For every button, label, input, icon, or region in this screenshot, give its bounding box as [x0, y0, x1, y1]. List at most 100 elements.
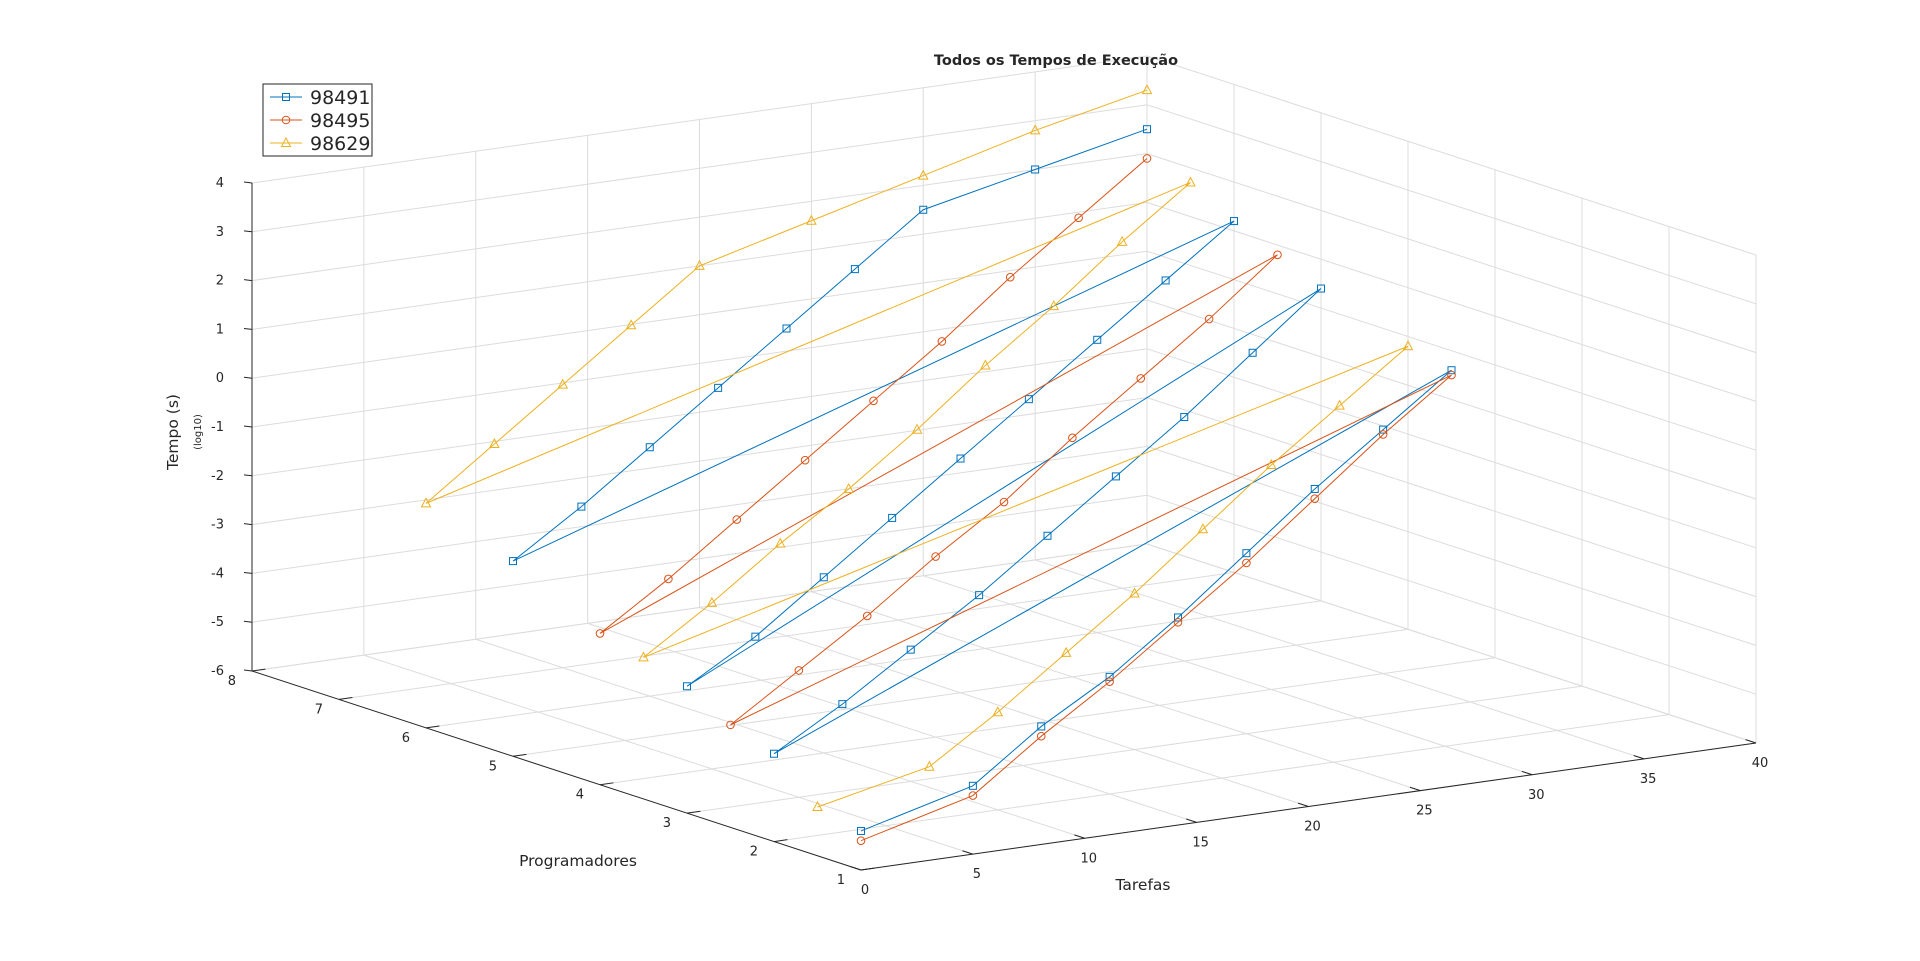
x-tick-mark	[1074, 834, 1085, 839]
series-line-98629	[425, 89, 1409, 808]
y-axis-line	[251, 670, 862, 871]
y-tick-mark	[338, 697, 353, 700]
y-tick-label: 2	[750, 845, 758, 860]
data-point-98491	[1043, 531, 1052, 540]
x-tick-mark	[1186, 818, 1197, 823]
z-tick-mark	[243, 523, 253, 526]
y-tick-label: 8	[228, 674, 236, 689]
z-tick-label: 1	[216, 322, 224, 337]
z-tick-label: -2	[211, 469, 224, 484]
back-wall-gridline	[251, 348, 1148, 477]
data-point-98491	[838, 700, 847, 709]
x-tick-label: 5	[973, 867, 981, 882]
y-tick-mark	[599, 782, 614, 786]
y-tick-mark	[860, 867, 875, 871]
data-point-98495	[1310, 494, 1320, 504]
y-tick-mark	[773, 839, 788, 843]
legend-item-98629: 98629	[270, 133, 370, 155]
z-tick-label: 0	[216, 371, 224, 386]
y-tick-mark	[251, 668, 266, 672]
x-tick-label: 25	[1416, 804, 1433, 819]
data-point-98495	[1105, 677, 1114, 687]
data-point-98629	[806, 214, 817, 225]
data-point-98629	[489, 437, 500, 449]
side-wall-gridline	[1146, 104, 1757, 305]
data-point-98491	[1111, 472, 1120, 481]
data-point-98495	[726, 720, 735, 730]
back-wall-gridline	[251, 543, 1148, 672]
floor-gridline	[773, 714, 1670, 843]
data-point-98495	[968, 791, 978, 800]
z-tick-mark	[243, 181, 253, 184]
data-point-98495	[856, 836, 866, 846]
z-tick-label: -1	[211, 420, 224, 435]
z-tick-mark	[243, 376, 253, 379]
data-point-98495	[732, 515, 742, 524]
back-wall-gridline	[251, 55, 1148, 184]
x-tick-label: 20	[1304, 820, 1321, 835]
data-point-98495	[937, 337, 947, 346]
floor-gridline	[1034, 559, 1645, 760]
back-wall-gridline	[251, 397, 1148, 526]
data-point-98491	[1031, 165, 1040, 174]
data-point-98495	[800, 455, 810, 465]
z-tick-mark	[243, 230, 253, 233]
data-point-98495	[931, 552, 940, 561]
x-tick-label: 0	[861, 883, 869, 898]
data-point-98491	[968, 781, 977, 790]
z-tick-mark	[243, 669, 253, 672]
data-point-98495	[1447, 370, 1456, 380]
data-point-98491	[1310, 484, 1319, 493]
legend-marker-98491	[282, 93, 290, 101]
z-tick-mark	[243, 425, 253, 428]
data-point-98629	[812, 800, 823, 811]
floor-gridline	[338, 571, 1235, 700]
data-point-98629	[1197, 523, 1209, 534]
axis-layer	[243, 181, 1757, 871]
z-axis-label-subscript: (log10)	[193, 414, 204, 450]
y-tick-label: 7	[315, 702, 323, 717]
side-wall-gridline	[1146, 250, 1757, 451]
data-point-98629	[694, 259, 705, 270]
data-point-98629	[911, 423, 923, 434]
data-point-98495	[1005, 272, 1015, 282]
floor-gridline	[599, 657, 1496, 786]
y-tick-mark	[512, 753, 527, 757]
side-wall-gridline	[1146, 348, 1757, 549]
data-point-98629	[625, 319, 637, 330]
x-tick-mark	[1409, 786, 1421, 792]
floor-gridline	[475, 638, 1085, 839]
data-point-98491	[1230, 217, 1238, 226]
x-axis-label: Tarefas	[1115, 876, 1171, 894]
z-tick-label: -6	[211, 664, 224, 679]
data-point-98491	[1379, 425, 1388, 434]
data-point-98491	[683, 682, 691, 691]
data-point-98629	[1048, 300, 1060, 311]
data-point-98491	[1242, 549, 1251, 558]
data-point-98491	[819, 573, 828, 582]
floor-gridline	[923, 575, 1533, 776]
data-point-98491	[509, 557, 517, 566]
data-point-98491	[782, 324, 791, 333]
x-tick-label: 35	[1640, 772, 1657, 787]
x-tick-mark	[1521, 770, 1533, 776]
y-tick-mark	[686, 810, 701, 814]
data-point-98629	[420, 497, 432, 508]
data-point-98491	[888, 513, 897, 522]
y-tick-label: 5	[489, 759, 497, 774]
x-tick-label: 10	[1080, 851, 1097, 866]
data-point-98491	[645, 443, 654, 452]
chart-title: Todos os Tempos de Execução	[934, 53, 1178, 69]
series-98629	[420, 84, 1414, 811]
data-point-98629	[706, 596, 718, 607]
data-point-98495	[664, 574, 673, 584]
data-point-98629	[1185, 176, 1196, 187]
data-point-98491	[1248, 348, 1257, 357]
data-point-98491	[751, 632, 760, 641]
data-point-98629	[980, 359, 991, 370]
floor-gridline	[686, 685, 1583, 814]
legend-marker-98629	[280, 136, 292, 147]
data-point-98629	[843, 482, 854, 494]
data-point-98629	[924, 760, 935, 771]
y-tick-label: 1	[837, 873, 845, 888]
